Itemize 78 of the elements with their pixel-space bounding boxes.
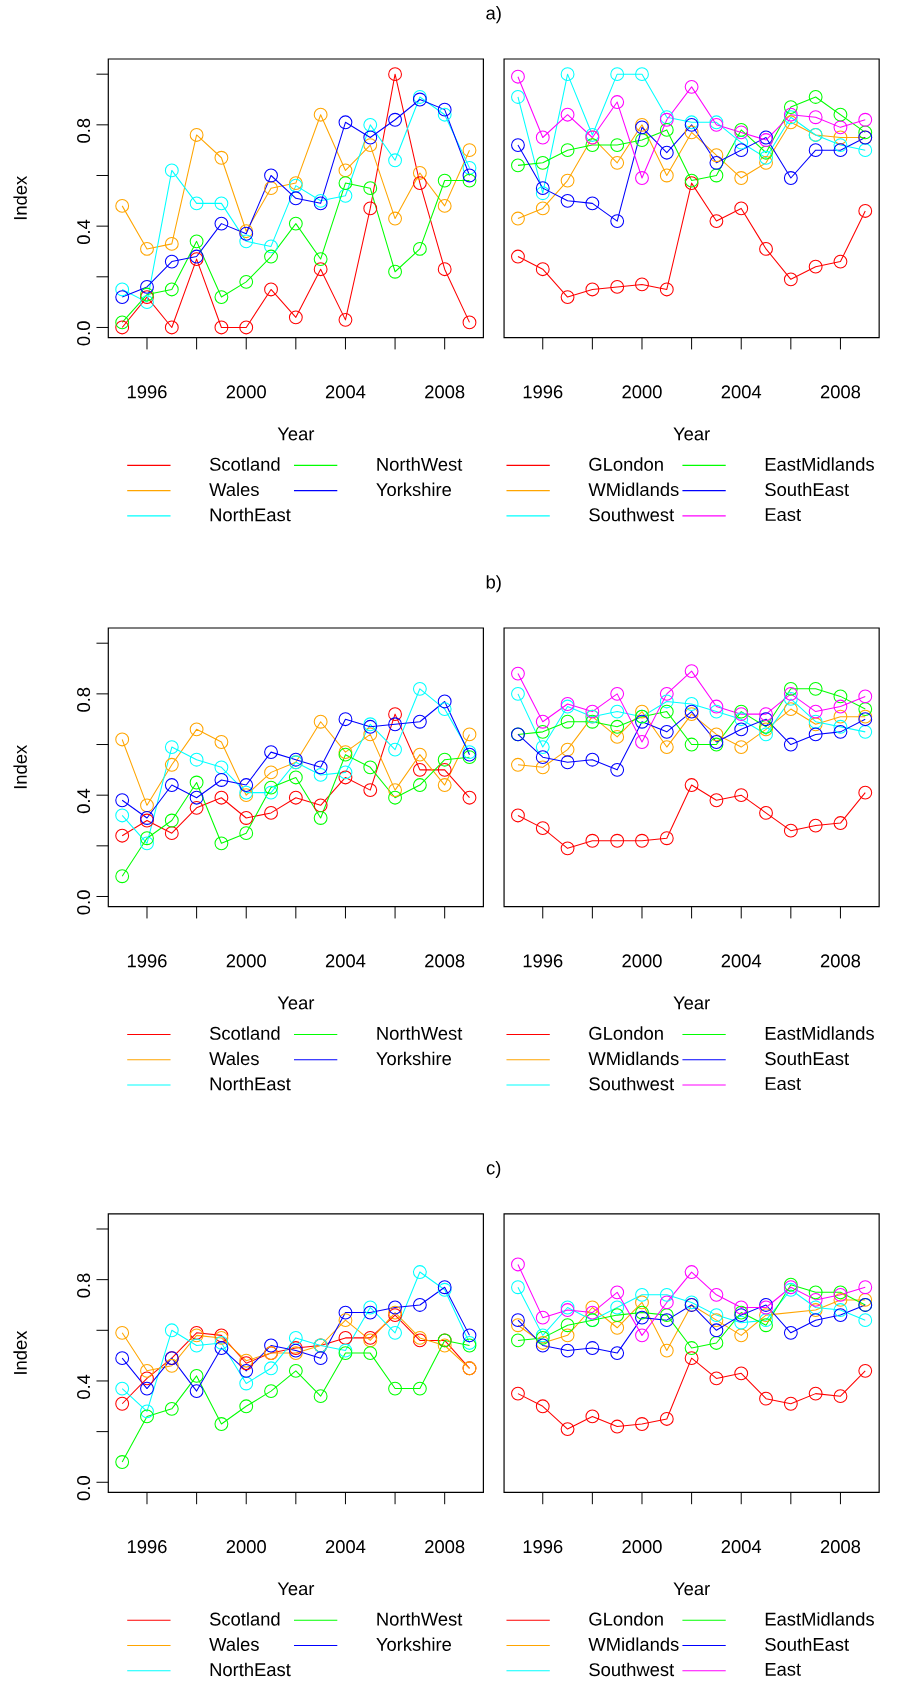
legend-label: NorthEast <box>210 507 291 522</box>
x-tick-label: 2008 <box>821 954 861 968</box>
legend-label: NorthWest <box>377 457 463 471</box>
legend-label: WMidlands <box>588 1051 679 1066</box>
chart-title: a) <box>486 6 501 24</box>
legend-label: Southwest <box>589 1662 675 1677</box>
y-tick-label: 0.0 <box>77 321 91 346</box>
legend-label: Scotland <box>210 1026 280 1040</box>
legend-label: NorthEast <box>210 1076 291 1091</box>
legend-label: Yorkshire <box>376 1637 452 1651</box>
x-tick-label: 2000 <box>226 1540 267 1554</box>
legend-label: Wales <box>209 1051 259 1066</box>
legend-label: GLondon <box>589 1612 663 1626</box>
y-tick-label: 0.4 <box>77 788 91 814</box>
legend-label: East <box>765 508 802 522</box>
legend-label: East <box>765 1077 802 1091</box>
legend-label: SouthEast <box>765 482 850 497</box>
legend-label: Southwest <box>589 1076 675 1091</box>
y-tick-label: 0.4 <box>77 219 91 245</box>
y-axis-title: Index <box>13 1330 28 1374</box>
x-tick-label: 2000 <box>226 385 267 399</box>
x-tick-label: 2004 <box>721 1540 762 1554</box>
x-tick-label: 1996 <box>523 954 563 968</box>
x-tick-label: 2000 <box>622 954 662 968</box>
y-tick-label: 0.4 <box>77 1374 91 1399</box>
legend-label: SouthEast <box>765 1637 850 1651</box>
y-tick-label: 0.8 <box>77 118 91 143</box>
legend-label: EastMidlands <box>765 1612 875 1626</box>
x-axis-title: Year <box>673 427 711 441</box>
legend-label: WMidlands <box>588 482 679 497</box>
legend-label: NorthWest <box>377 1612 463 1626</box>
x-tick-label: 2008 <box>425 954 465 968</box>
legend-label: Wales <box>209 482 259 497</box>
legend-label: Wales <box>209 1637 259 1651</box>
x-tick-label: 1996 <box>128 1540 167 1554</box>
x-tick-label: 2004 <box>326 385 366 399</box>
x-axis-title: Year <box>673 1582 711 1596</box>
legend-label: GLondon <box>589 457 663 471</box>
x-tick-label: 2008 <box>821 385 861 399</box>
x-tick-label: 1996 <box>523 1540 563 1554</box>
legend-label: Scotland <box>210 1612 280 1626</box>
legend-label: NorthEast <box>210 1662 291 1677</box>
chart-title: b) <box>486 575 501 593</box>
y-tick-label: 0.0 <box>77 1476 91 1501</box>
x-tick-label: 2004 <box>326 1540 366 1554</box>
y-tick-label: 0.8 <box>77 1273 91 1298</box>
legend-label: Yorkshire <box>376 1051 452 1066</box>
x-tick-label: 2000 <box>622 1540 662 1554</box>
y-axis-title: Index <box>13 176 28 220</box>
legend-label: WMidlands <box>588 1637 679 1651</box>
legend-label: Scotland <box>210 457 280 471</box>
x-axis-title: Year <box>277 996 315 1010</box>
legend-label: GLondon <box>589 1026 663 1040</box>
legend-label: Southwest <box>589 507 675 522</box>
x-tick-label: 2008 <box>821 1540 861 1554</box>
x-tick-label: 2000 <box>622 385 662 399</box>
legend-label: Yorkshire <box>376 482 452 497</box>
x-tick-label: 2008 <box>425 385 465 399</box>
x-tick-label: 2008 <box>425 1540 465 1554</box>
chart-title: c) <box>486 1160 501 1179</box>
x-tick-label: 2004 <box>326 954 366 968</box>
x-tick-label: 1996 <box>128 954 167 968</box>
x-tick-label: 1996 <box>128 385 167 399</box>
x-tick-label: 2004 <box>721 385 762 399</box>
y-tick-label: 0.8 <box>77 687 91 712</box>
x-tick-label: 2000 <box>226 954 267 968</box>
legend-label: EastMidlands <box>765 457 875 471</box>
x-axis-title: Year <box>277 1582 315 1596</box>
legend-label: SouthEast <box>765 1051 850 1066</box>
legend-label: NorthWest <box>377 1026 463 1040</box>
x-axis-title: Year <box>673 996 711 1010</box>
y-tick-label: 0.0 <box>77 890 91 915</box>
x-axis-title: Year <box>277 427 315 441</box>
x-tick-label: 2004 <box>721 954 762 968</box>
x-tick-label: 1996 <box>523 385 563 399</box>
y-axis-title: Index <box>13 745 28 789</box>
legend-label: EastMidlands <box>765 1026 875 1040</box>
legend-label: East <box>765 1663 802 1676</box>
